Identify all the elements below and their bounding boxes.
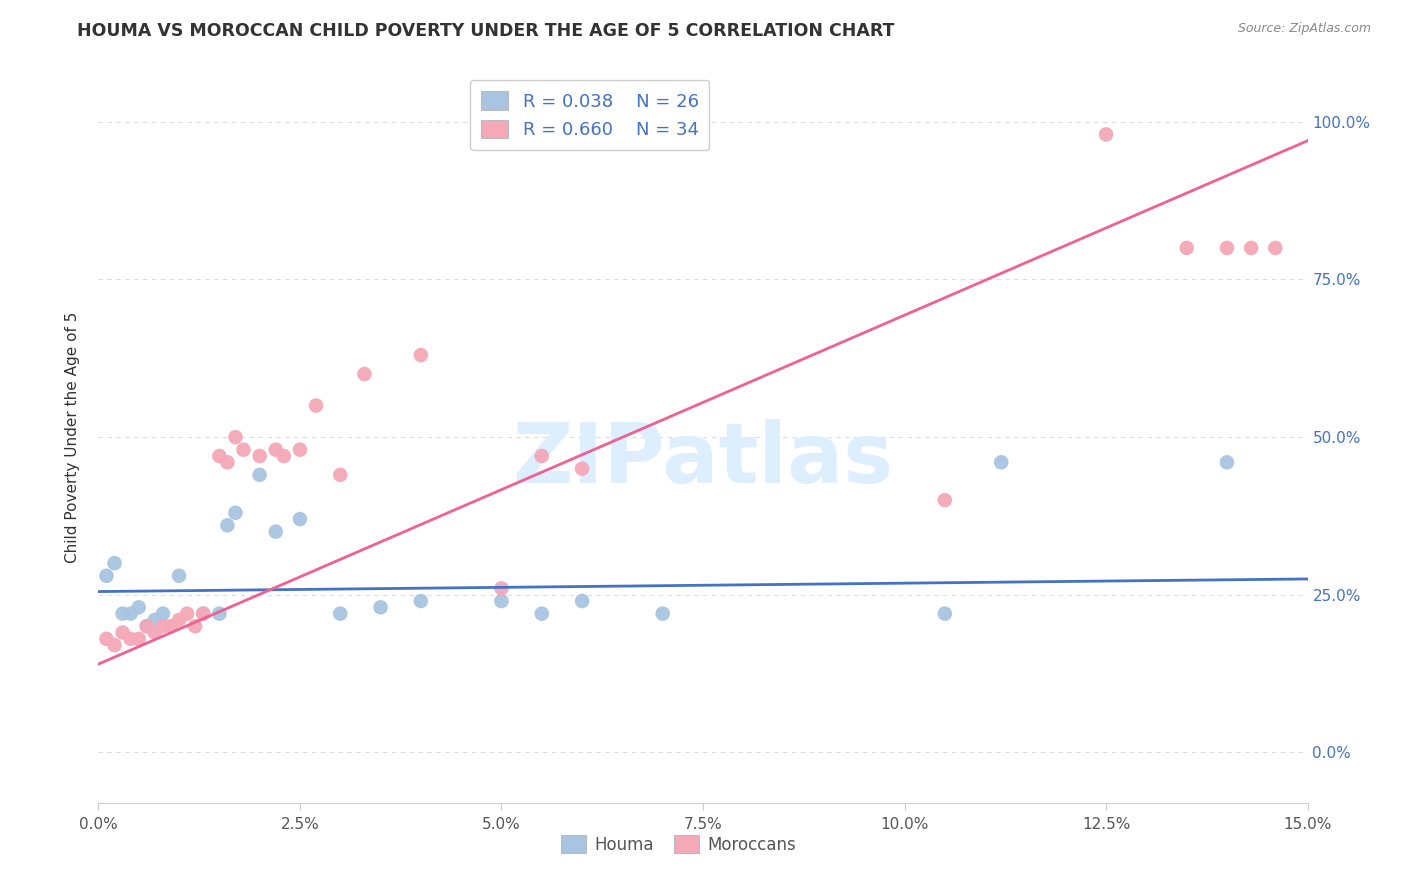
Point [264,442,287,457]
Point [120,607,142,621]
Point [135,619,157,633]
Point [143,613,166,627]
Point [208,449,231,463]
Point [305,399,328,413]
Point [160,619,183,633]
Point [184,619,207,633]
Point [1264,241,1286,255]
Point [934,607,956,621]
Point [232,442,254,457]
Point [217,455,239,469]
Point [651,607,673,621]
Point [217,518,239,533]
Point [103,556,125,570]
Y-axis label: Child Poverty Under the Age of 5: Child Poverty Under the Age of 5 [65,311,80,563]
Point [264,524,287,539]
Text: HOUMA VS MOROCCAN CHILD POVERTY UNDER THE AGE OF 5 CORRELATION CHART: HOUMA VS MOROCCAN CHILD POVERTY UNDER TH… [77,22,894,40]
Point [1175,241,1198,255]
Point [288,512,311,526]
Point [152,607,174,621]
Point [143,625,166,640]
Point [329,607,352,621]
Point [224,430,246,444]
Point [128,600,150,615]
Point [288,442,311,457]
Point [96,569,118,583]
Point [1240,241,1263,255]
Point [224,506,246,520]
Point [96,632,118,646]
Point [193,607,215,621]
Point [120,632,142,646]
Point [135,619,157,633]
Point [273,449,295,463]
Point [409,594,432,608]
Legend: Houma, Moroccans: Houma, Moroccans [555,829,803,860]
Point [152,619,174,633]
Point [1216,455,1239,469]
Point [934,493,956,508]
Point [1095,128,1118,142]
Point [193,607,215,621]
Point [249,449,271,463]
Point [111,607,134,621]
Point [208,607,231,621]
Point [491,594,513,608]
Point [167,569,190,583]
Point [990,455,1012,469]
Point [176,607,198,621]
Point [571,461,593,475]
Point [128,632,150,646]
Point [571,594,593,608]
Text: ZIPatlas: ZIPatlas [513,418,893,500]
Point [491,582,513,596]
Point [103,638,125,652]
Point [167,613,190,627]
Point [530,607,553,621]
Point [353,367,375,381]
Point [329,467,352,482]
Point [409,348,432,362]
Point [249,467,271,482]
Point [1216,241,1239,255]
Point [530,449,553,463]
Point [370,600,392,615]
Point [111,625,134,640]
Text: Source: ZipAtlas.com: Source: ZipAtlas.com [1237,22,1371,36]
